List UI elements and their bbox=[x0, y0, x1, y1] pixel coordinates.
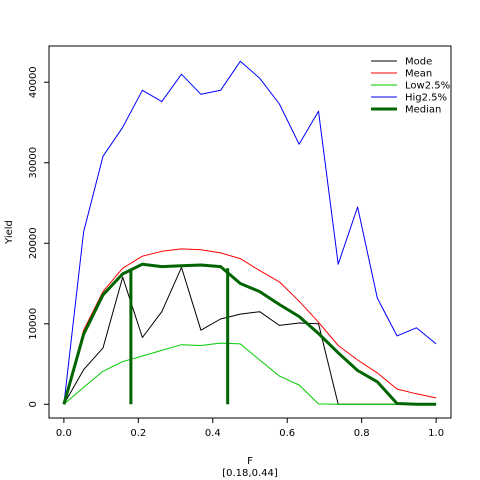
x-tick-label: 1.0 bbox=[428, 428, 444, 439]
x-tick-label: 0.6 bbox=[279, 428, 295, 439]
series-line-median bbox=[62, 262, 437, 406]
legend-label-low2-5-: Low2.5% bbox=[405, 81, 450, 92]
legend-label-mode: Mode bbox=[405, 57, 432, 68]
legend-label-hig2-5-: Hig2.5% bbox=[405, 93, 447, 104]
y-tick-label: 30000 bbox=[28, 147, 39, 179]
plot-frame bbox=[48, 45, 452, 419]
legend-label-mean: Mean bbox=[405, 69, 432, 80]
axes: 0.0 0.2 0.4 0.6 0.8 1.0 0 10000 20000 30000 40000 bbox=[28, 66, 444, 439]
y-tick-label: 0 bbox=[28, 401, 39, 407]
x-axis-sublabel: [0.18,0.44] bbox=[222, 468, 278, 479]
y-tick-label: 40000 bbox=[28, 66, 39, 98]
series-layer bbox=[62, 60, 437, 406]
x-axis-label: F bbox=[247, 456, 253, 467]
y-tick-label: 10000 bbox=[28, 308, 39, 340]
x-tick-label: 0.0 bbox=[56, 428, 72, 439]
series-line-mean bbox=[63, 248, 437, 405]
x-tick-label: 0.2 bbox=[130, 428, 146, 439]
y-axis-label: Yield bbox=[4, 220, 15, 245]
legend-label-median: Median bbox=[405, 105, 441, 116]
series-line-low2-5- bbox=[63, 342, 437, 405]
y-tick-label: 20000 bbox=[28, 227, 39, 259]
interval-lines bbox=[129, 268, 230, 405]
x-tick-label: 0.8 bbox=[354, 428, 370, 439]
x-tick-label: 0.4 bbox=[205, 428, 221, 439]
series-line-hig2-5- bbox=[63, 60, 437, 405]
